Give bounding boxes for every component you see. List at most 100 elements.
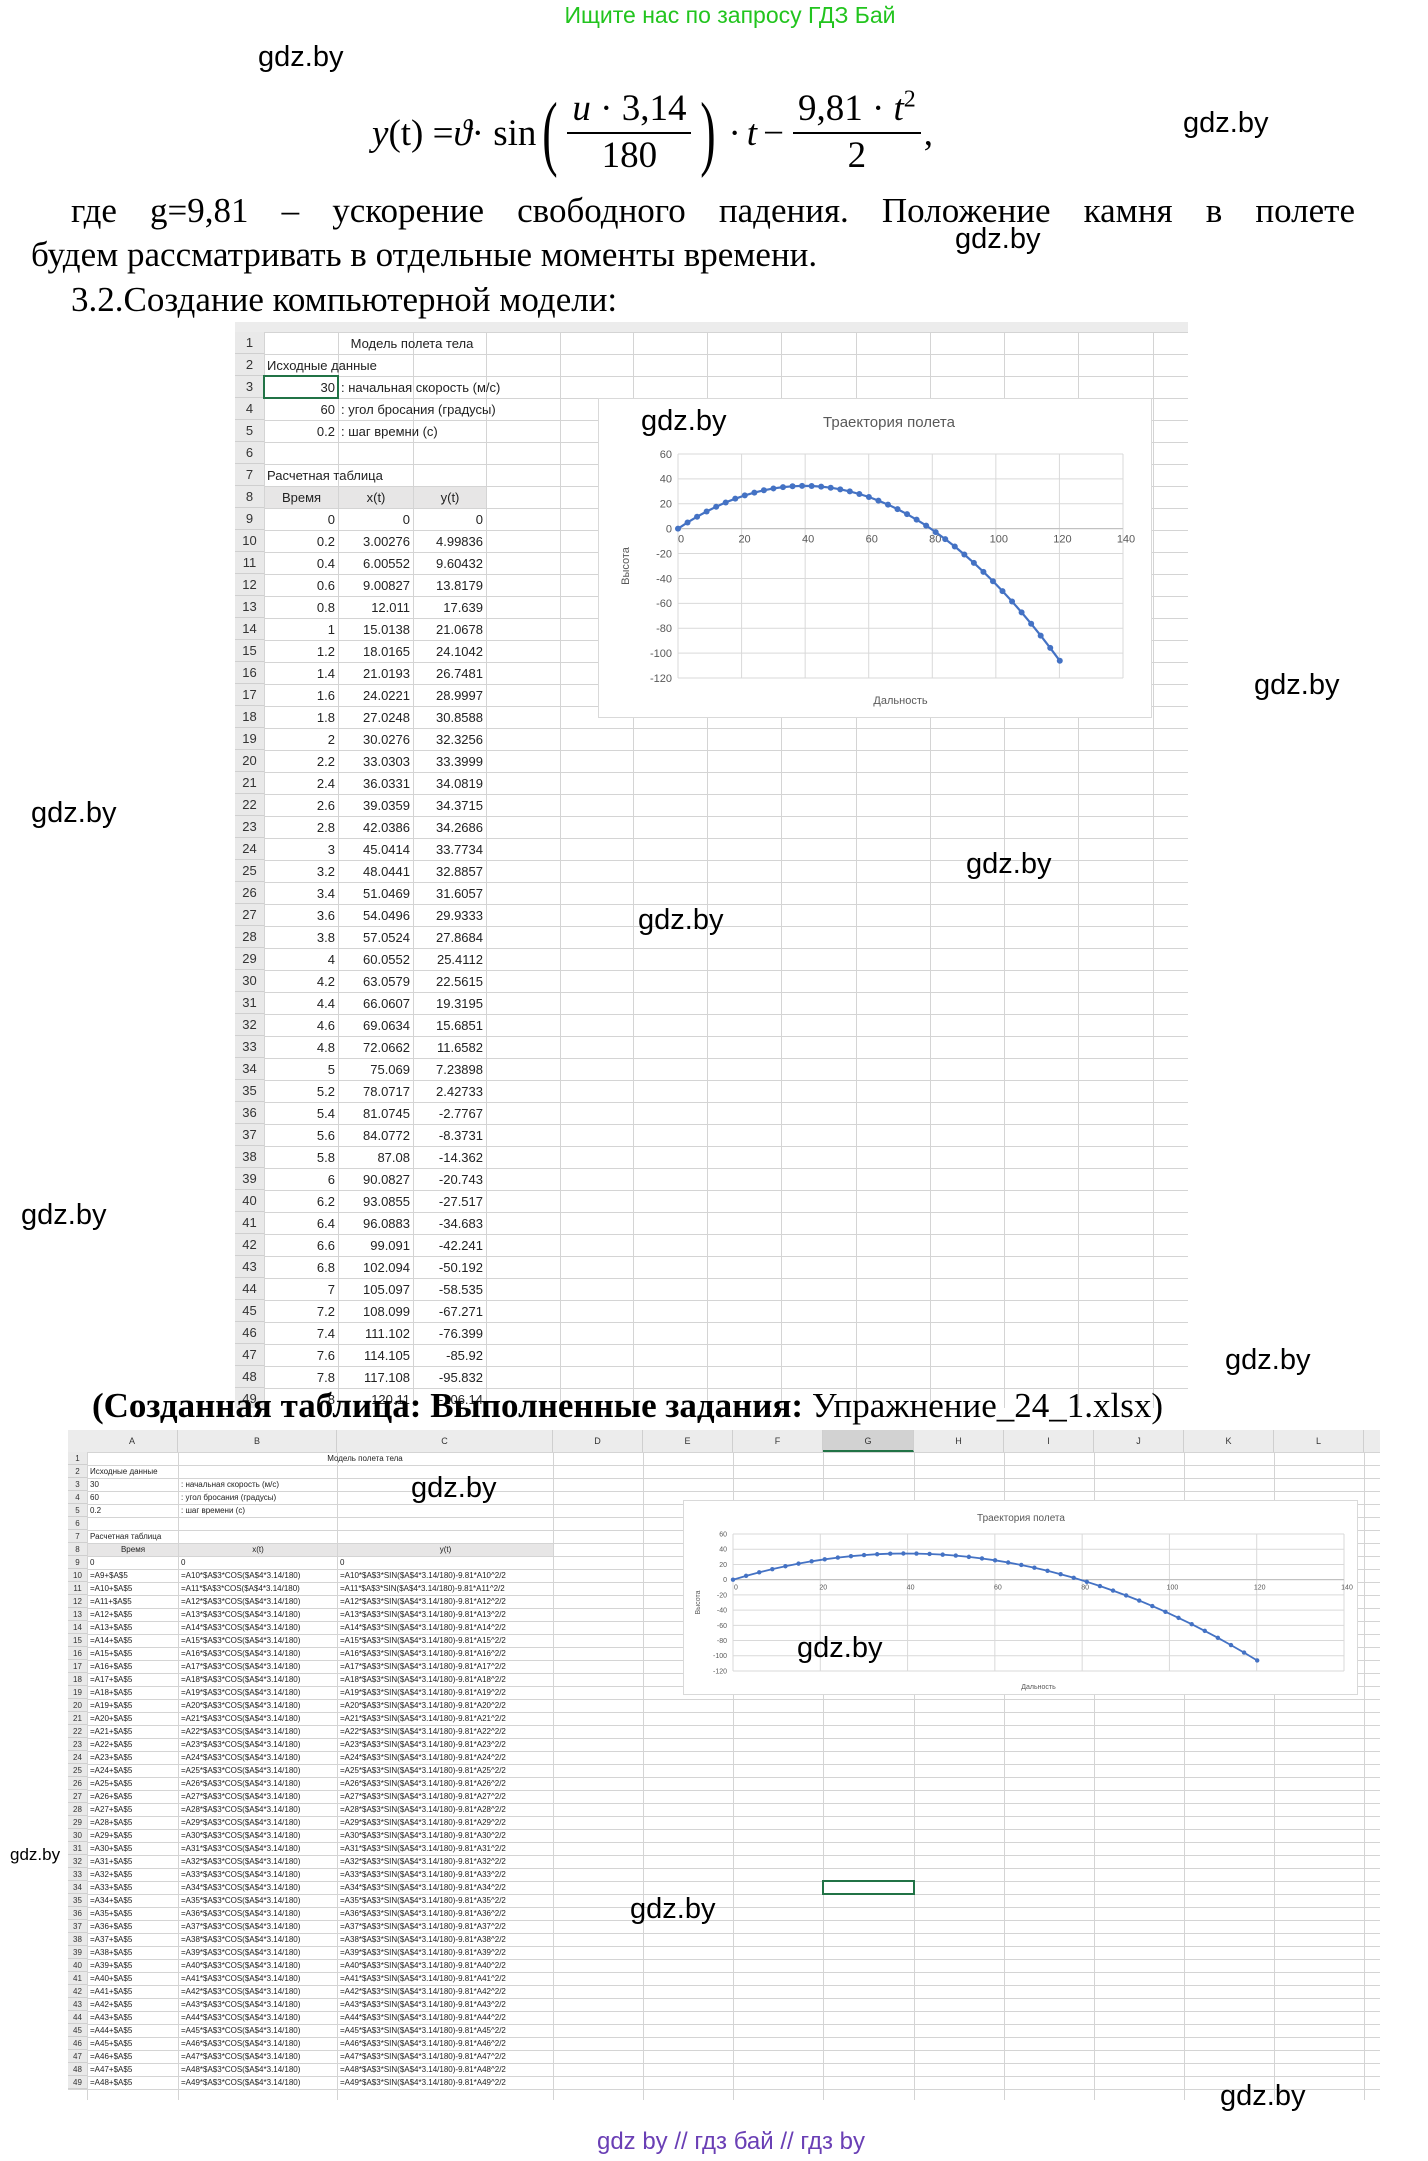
table-cell[interactable]: 17.639 <box>443 600 483 615</box>
cell-B5[interactable]: : шаг времни (с) <box>341 424 438 439</box>
table-cell[interactable]: =A36*$A$3*SIN($A$4*3.14/180)-9.81*A36^2/… <box>340 1909 506 1918</box>
table-cell[interactable]: -76.399 <box>438 1326 483 1341</box>
table-cell[interactable]: =A44*$A$3*SIN($A$4*3.14/180)-9.81*A44^2/… <box>340 2013 506 2022</box>
row-header[interactable]: 12 <box>68 1595 87 1608</box>
table-cell[interactable]: =A42*$A$3*SIN($A$4*3.14/180)-9.81*A42^2/… <box>340 1987 506 1996</box>
table-cell[interactable]: 1.8 <box>316 710 335 725</box>
table-cell[interactable]: =A33*$A$3*SIN($A$4*3.14/180)-9.81*A33^2/… <box>340 1870 506 1879</box>
table-cell[interactable]: =A22*$A$3*SIN($A$4*3.14/180)-9.81*A22^2/… <box>340 1727 506 1736</box>
table-cell[interactable]: 72.0662 <box>363 1040 410 1055</box>
table-cell[interactable]: -42.241 <box>438 1238 483 1253</box>
table-cell[interactable]: 0.4 <box>316 556 335 571</box>
table-cell[interactable]: -85.92 <box>446 1348 483 1363</box>
row-header[interactable]: 1 <box>68 1452 87 1465</box>
table-cell[interactable]: 27.8684 <box>436 930 483 945</box>
row-header[interactable]: 39 <box>235 1168 264 1190</box>
row-header[interactable]: 8 <box>235 486 264 508</box>
table-cell[interactable]: 4.4 <box>316 996 335 1011</box>
table-cell[interactable]: 15.0138 <box>363 622 410 637</box>
table-cell[interactable]: 21.0193 <box>363 666 410 681</box>
table-cell[interactable]: =A35*$A$3*COS($A$4*3.14/180) <box>181 1896 301 1905</box>
row-header[interactable]: 37 <box>68 1920 87 1933</box>
row-header[interactable]: 3 <box>235 376 264 398</box>
table-cell[interactable]: =A45+$A$5 <box>90 2039 133 2048</box>
row-header[interactable]: 30 <box>235 970 264 992</box>
table-cell[interactable]: =A31*$A$3*SIN($A$4*3.14/180)-9.81*A31^2/… <box>340 1844 506 1853</box>
row-header[interactable]: 16 <box>235 662 264 684</box>
table-cell[interactable]: =A48*$A$3*SIN($A$4*3.14/180)-9.81*A48^2/… <box>340 2065 506 2074</box>
table-cell[interactable]: =A23+$A$5 <box>90 1753 133 1762</box>
table-cell[interactable]: =A45*$A$3*COS($A$4*3.14/180) <box>181 2026 301 2035</box>
table-cell[interactable]: 48.0441 <box>363 864 410 879</box>
table-cell[interactable]: 2.4 <box>316 776 335 791</box>
table-cell[interactable]: =A11*$A$3*SIN($A$4*3.14/180)-9.81*A11^2/… <box>340 1584 505 1593</box>
table-cell[interactable]: =A24*$A$3*SIN($A$4*3.14/180)-9.81*A24^2/… <box>340 1753 506 1762</box>
row-header[interactable]: 40 <box>68 1959 87 1972</box>
table-cell[interactable]: =A31+$A$5 <box>90 1857 133 1866</box>
table-cell[interactable]: =A18+$A$5 <box>90 1688 133 1697</box>
row-header[interactable]: 23 <box>235 816 264 838</box>
table-cell[interactable]: =A23*$A$3*COS($A$4*3.14/180) <box>181 1740 301 1749</box>
table-cell[interactable]: 81.0745 <box>363 1106 410 1121</box>
row-header[interactable]: 14 <box>235 618 264 640</box>
table-cell[interactable]: =A43*$A$3*COS($A$4*3.14/180) <box>181 2000 301 2009</box>
row-header[interactable]: 27 <box>235 904 264 926</box>
table-cell[interactable]: -95.832 <box>438 1370 483 1385</box>
row-header[interactable]: 20 <box>68 1699 87 1712</box>
column-header-J[interactable]: J <box>1094 1430 1184 1452</box>
column-header-I[interactable]: I <box>1004 1430 1094 1452</box>
table-cell[interactable]: -27.517 <box>438 1194 483 1209</box>
row-header[interactable]: 5 <box>68 1504 87 1517</box>
cell-A4[interactable]: 60 <box>320 402 335 417</box>
table-cell[interactable]: =A20+$A$5 <box>90 1714 133 1723</box>
row-header[interactable]: 37 <box>235 1124 264 1146</box>
column-header-A[interactable]: A <box>87 1430 178 1452</box>
table-cell[interactable]: 1.2 <box>316 644 335 659</box>
row-header[interactable]: 29 <box>235 948 264 970</box>
row-header[interactable]: 19 <box>235 728 264 750</box>
row-header[interactable]: 28 <box>235 926 264 948</box>
table-cell[interactable]: =A19*$A$3*SIN($A$4*3.14/180)-9.81*A19^2/… <box>340 1688 506 1697</box>
row-header[interactable]: 49 <box>68 2076 87 2089</box>
row-header[interactable]: 7 <box>235 464 264 486</box>
row-header[interactable]: 47 <box>235 1344 264 1366</box>
cell-B5[interactable]: : шаг времени (с) <box>181 1506 245 1515</box>
table-cell[interactable]: =A37+$A$5 <box>90 1935 133 1944</box>
table-cell[interactable]: =A44+$A$5 <box>90 2026 133 2035</box>
table-cell[interactable]: =A41*$A$3*SIN($A$4*3.14/180)-9.81*A41^2/… <box>340 1974 506 1983</box>
row-header[interactable]: 2 <box>68 1465 87 1478</box>
trajectory-chart-formulas[interactable]: Траектория полета 60 40 20 0 -20 -40 -60 -80 -100… <box>683 1500 1358 1695</box>
table-cell[interactable]: =A46*$A$3*COS($A$4*3.14/180) <box>181 2039 301 2048</box>
table-cell[interactable]: 24.1042 <box>436 644 483 659</box>
row-header[interactable]: 31 <box>68 1842 87 1855</box>
table-cell[interactable]: =A20*$A$3*COS($A$4*3.14/180) <box>181 1701 301 1710</box>
table-cell[interactable]: 4.99836 <box>436 534 483 549</box>
selected-cell[interactable] <box>263 375 339 399</box>
table-cell[interactable]: 6.2 <box>316 1194 335 1209</box>
row-header[interactable]: 24 <box>68 1751 87 1764</box>
table-cell[interactable]: =A27*$A$3*COS($A$4*3.14/180) <box>181 1792 301 1801</box>
table-cell[interactable]: 78.0717 <box>363 1084 410 1099</box>
table-cell[interactable]: 99.091 <box>370 1238 410 1253</box>
table-cell[interactable]: =A10*$A$3*SIN($A$4*3.14/180)-9.81*A10^2/… <box>340 1571 506 1580</box>
table-cell[interactable]: =A33+$A$5 <box>90 1883 133 1892</box>
table-cell[interactable]: 5 <box>327 1062 335 1077</box>
table-cell[interactable]: -50.192 <box>438 1260 483 1275</box>
table-cell[interactable]: 7.4 <box>316 1326 335 1341</box>
table-cell[interactable]: =A36*$A$3*COS($A$4*3.14/180) <box>181 1909 301 1918</box>
table-cell[interactable]: -14.362 <box>438 1150 483 1165</box>
table-cell[interactable]: =A36+$A$5 <box>90 1922 133 1931</box>
table-cell[interactable]: =A38*$A$3*COS($A$4*3.14/180) <box>181 1935 301 1944</box>
table-cell[interactable]: =A26*$A$3*SIN($A$4*3.14/180)-9.81*A26^2/… <box>340 1779 506 1788</box>
sheet-title[interactable]: Модель полета тела <box>327 1454 403 1463</box>
table-cell[interactable]: =A15+$A$5 <box>90 1649 133 1658</box>
row-header[interactable]: 11 <box>68 1582 87 1595</box>
row-header[interactable]: 6 <box>235 442 264 464</box>
table-cell[interactable]: =A29*$A$3*SIN($A$4*3.14/180)-9.81*A29^2/… <box>340 1818 506 1827</box>
row-header[interactable]: 41 <box>68 1972 87 1985</box>
row-header[interactable]: 48 <box>235 1366 264 1388</box>
cell-A3[interactable]: 30 <box>90 1480 99 1489</box>
table-cell[interactable]: =A47*$A$3*COS($A$4*3.14/180) <box>181 2052 301 2061</box>
table-cell[interactable]: 13.8179 <box>436 578 483 593</box>
table-cell[interactable]: 18.0165 <box>363 644 410 659</box>
